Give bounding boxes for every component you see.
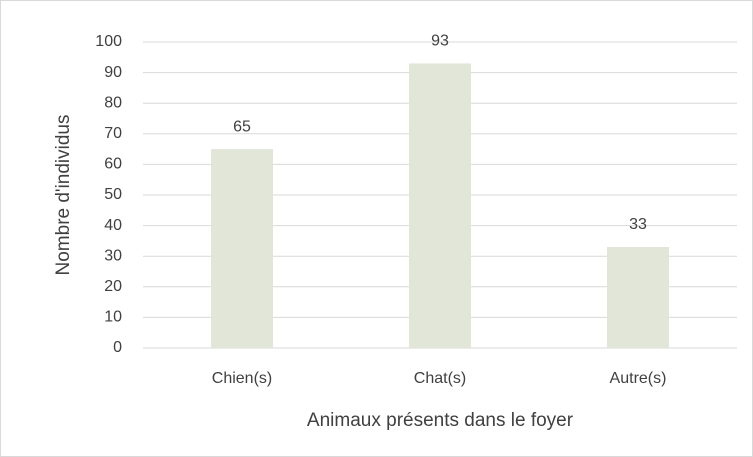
- y-tick-label: 90: [104, 64, 122, 81]
- bar: [607, 247, 669, 348]
- y-tick-label: 70: [104, 125, 122, 142]
- y-tick-label: 10: [104, 309, 122, 326]
- y-tick-label: 20: [104, 278, 122, 295]
- x-tick-label: Chien(s): [212, 370, 272, 387]
- y-tick-label: 50: [104, 186, 122, 203]
- bar: [409, 63, 471, 349]
- data-label: 65: [233, 118, 251, 135]
- y-tick-label: 30: [104, 247, 122, 264]
- y-tick-label: 80: [104, 94, 122, 111]
- x-axis-title: Animaux présents dans le foyer: [307, 410, 574, 431]
- data-label: 93: [431, 33, 449, 50]
- y-tick-label: 0: [113, 339, 122, 356]
- x-tick-label: Autre(s): [610, 370, 667, 387]
- x-tick-label: Chat(s): [414, 370, 466, 387]
- y-tick-label: 60: [104, 156, 122, 173]
- data-label: 33: [629, 216, 647, 233]
- y-tick-label: 100: [95, 33, 122, 50]
- y-tick-label: 40: [104, 217, 122, 234]
- y-axis-title: Nombre d'individus: [53, 115, 74, 276]
- bar: [211, 149, 273, 348]
